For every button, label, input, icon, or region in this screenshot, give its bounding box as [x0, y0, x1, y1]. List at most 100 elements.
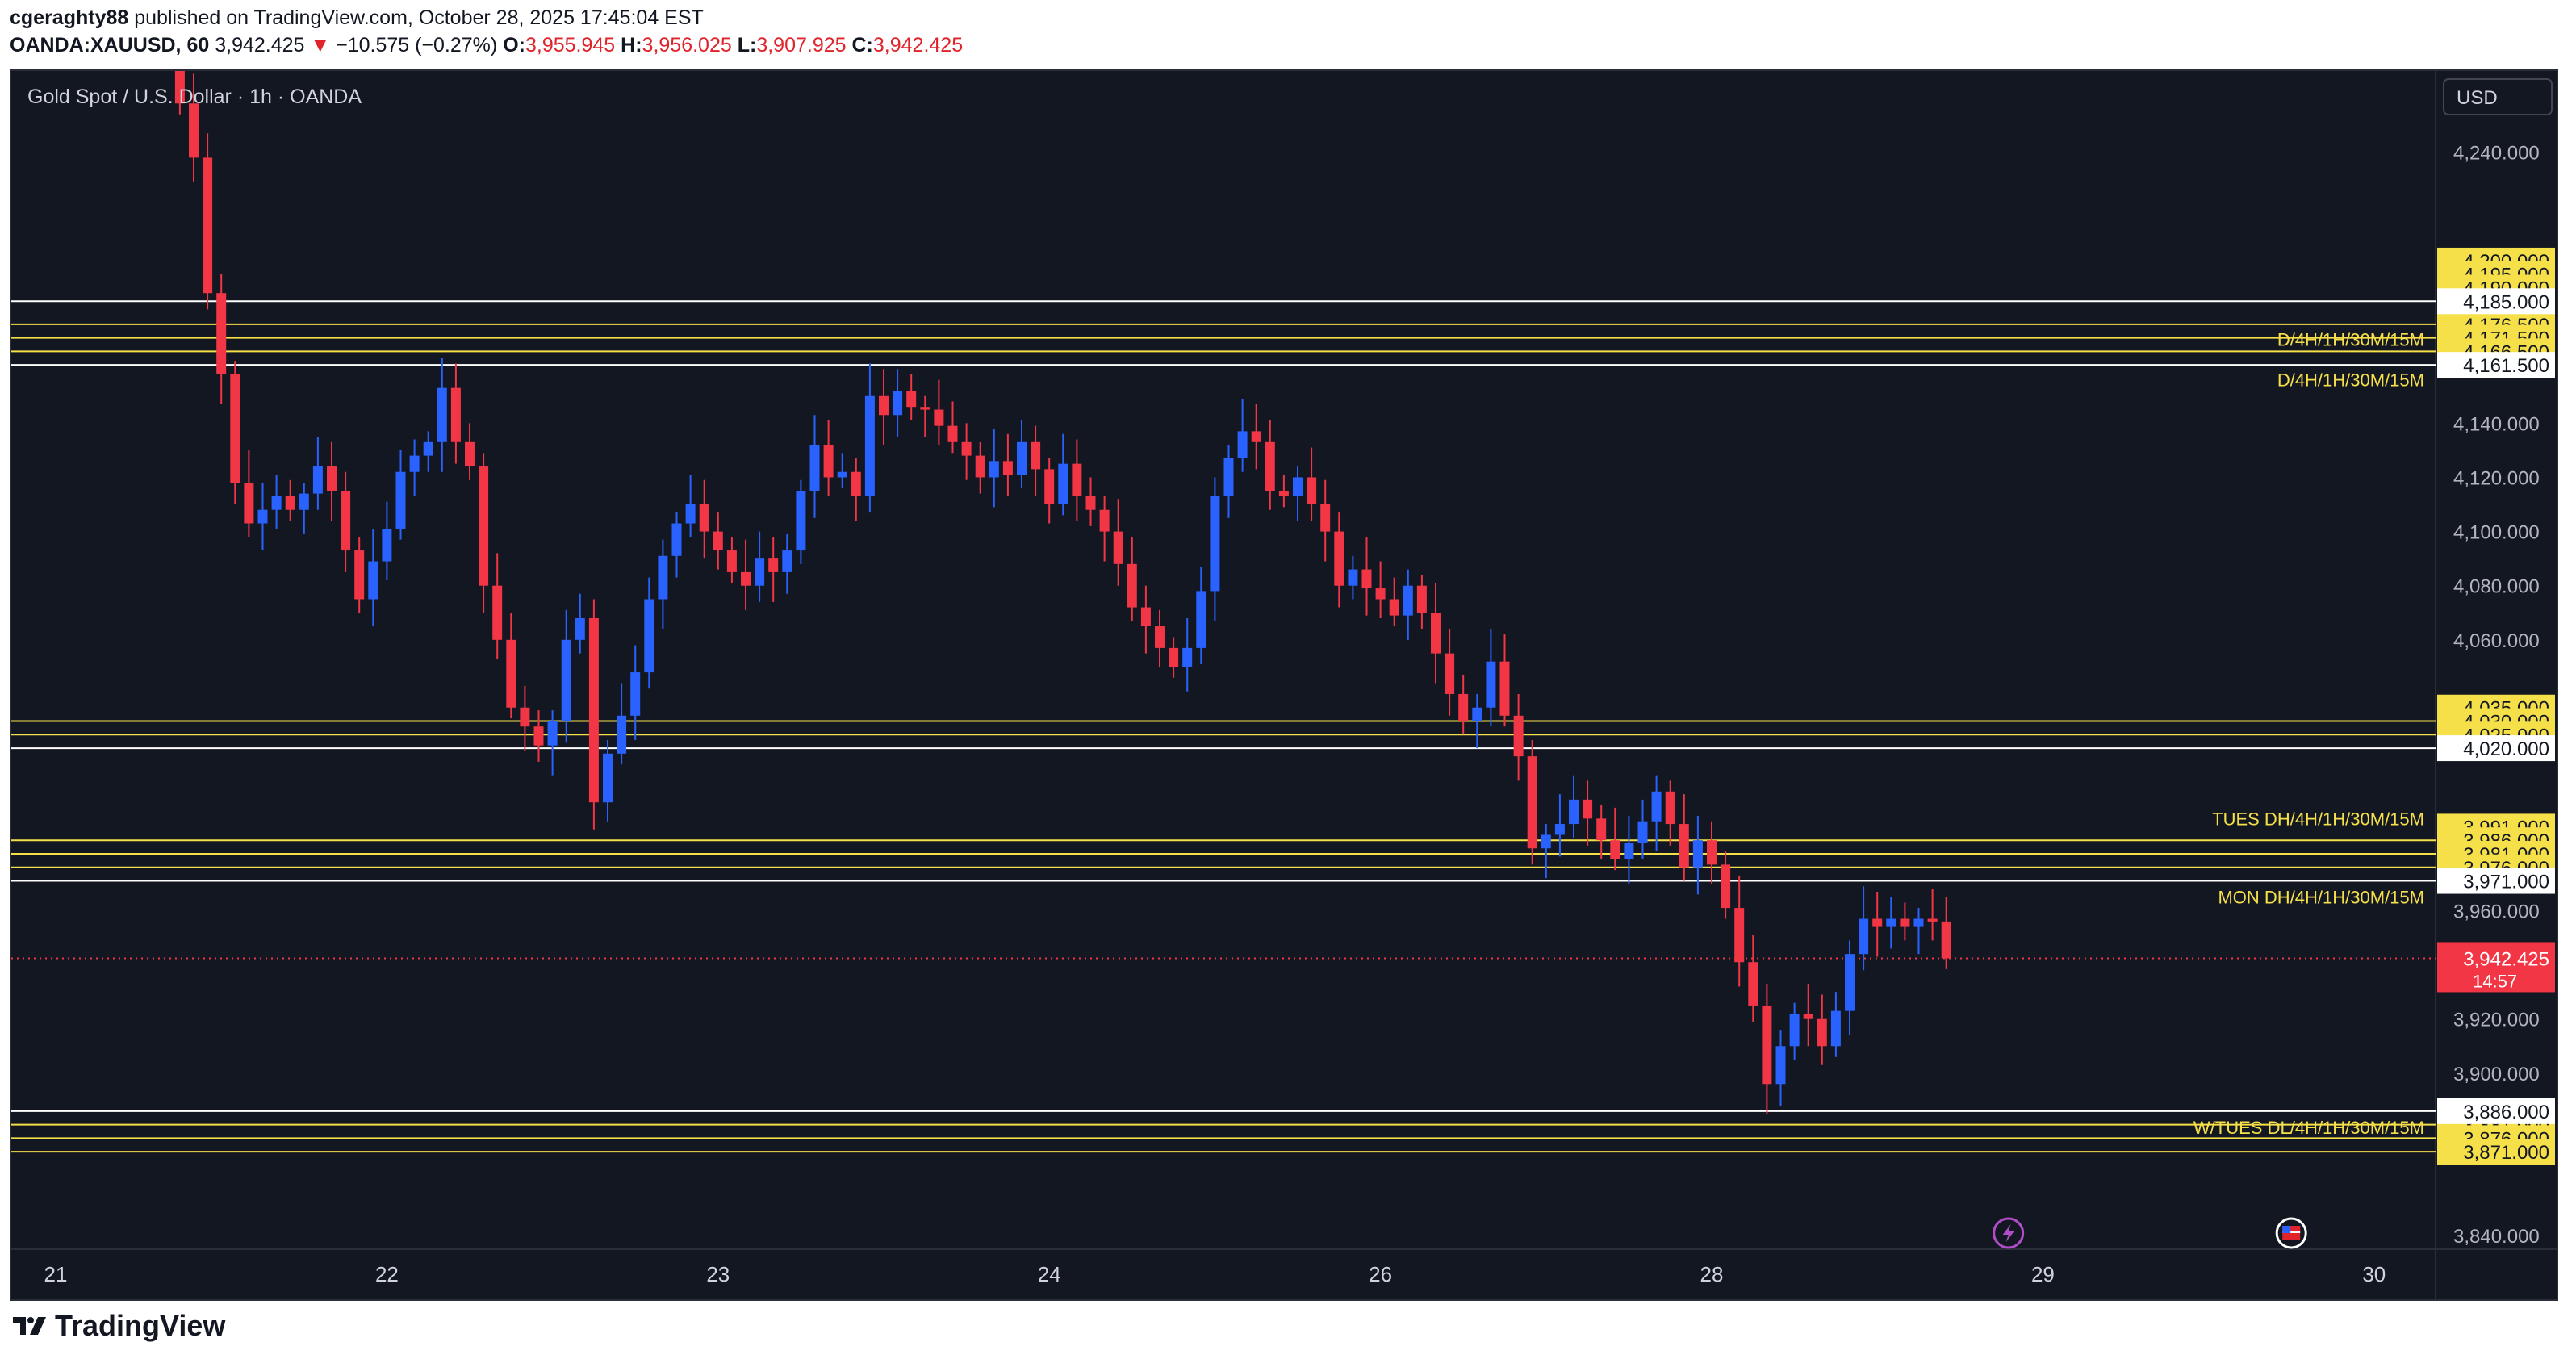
candle-up [1017, 441, 1027, 475]
header: cgeraghty88 published on TradingView.com… [0, 0, 2576, 69]
candle-down [1002, 461, 1013, 475]
candle-down [1169, 647, 1179, 667]
x-tick-label: 23 [706, 1262, 730, 1286]
chart-frame[interactable]: D/4H/1H/30M/15M D/4H/1H/30M/15M TUES DH/4H… [10, 69, 2558, 1301]
candle-up [837, 471, 847, 478]
close-value: 3,942.425 [872, 34, 964, 56]
y-tick-label: 4,140.000 [2453, 413, 2540, 435]
candle-down [174, 71, 185, 104]
candle-down [1707, 840, 1717, 865]
candle-down [1416, 585, 1427, 613]
candle-up [1348, 569, 1358, 586]
candle-up [603, 753, 613, 803]
candle-down [450, 387, 461, 442]
candle-up [1210, 496, 1220, 592]
candle-down [1679, 824, 1689, 868]
candle-up [1859, 918, 1869, 955]
candle-down [1721, 864, 1731, 909]
candle-up [1223, 458, 1234, 496]
x-tick-label: 29 [2031, 1262, 2055, 1286]
candle-up [658, 555, 668, 600]
flag-stripe [2282, 1231, 2301, 1233]
y-tick-label: 4,120.000 [2453, 467, 2540, 489]
candle-down [823, 445, 834, 478]
y-tick-label: 3,840.000 [2453, 1226, 2540, 1248]
candle-up [617, 715, 627, 754]
candle-down [741, 571, 751, 586]
high-value: 3,956.025 [642, 34, 732, 56]
candle-down [713, 531, 723, 551]
last-price-tag [2437, 942, 2555, 993]
candle-down [947, 425, 958, 442]
candle-up [782, 550, 792, 572]
candle-down [1610, 840, 1620, 859]
level-price-tag-white-box [2437, 1098, 2555, 1124]
tradingview-brand[interactable]: TradingView [11, 1309, 225, 1343]
low-value: 3,907.925 [756, 34, 847, 56]
candle-down [1748, 962, 1758, 1006]
candle-down [1583, 799, 1593, 819]
currency-button[interactable] [2443, 78, 2553, 115]
y-tick-label: 4,080.000 [2453, 576, 2540, 598]
candle-up [1541, 834, 1551, 849]
candle-down [1513, 715, 1524, 757]
open-label: O: [503, 34, 525, 56]
candle-up [312, 466, 323, 494]
candle-up [1913, 918, 1924, 927]
candle-up [864, 395, 875, 496]
price-chart[interactable]: D/4H/1H/30M/15M D/4H/1H/30M/15M TUES DH/4H… [11, 71, 2557, 1299]
candle-down [961, 441, 972, 456]
level-annotation: D/4H/1H/30M/15M [2277, 370, 2424, 391]
candle-down [189, 103, 199, 158]
open-value: 3,955.945 [525, 34, 616, 56]
x-tick-label: 28 [1700, 1262, 1724, 1286]
author-name[interactable]: cgeraghty88 [10, 6, 129, 29]
level-price-tag-white-box [2437, 352, 2555, 378]
x-tick-label: 26 [1369, 1262, 1392, 1286]
flag-canton [2282, 1226, 2291, 1233]
candle-down [327, 466, 337, 491]
candle-up [1692, 840, 1703, 868]
candle-up [644, 599, 654, 673]
candle-down [1927, 918, 1938, 922]
candle-up [630, 672, 641, 716]
candle-down [354, 550, 365, 600]
candle-up [271, 496, 282, 510]
candle-up [809, 445, 820, 491]
candle-up [1624, 843, 1634, 859]
level-price-tag-text: 3,871.000 [2463, 1142, 2549, 1164]
candle-down [1734, 908, 1745, 963]
candle-down [588, 617, 599, 803]
candle-up [575, 617, 585, 640]
candle-down [1803, 1014, 1813, 1019]
y-tick-label: 4,100.000 [2453, 522, 2540, 544]
candle-down [699, 504, 709, 532]
candle-down [244, 483, 254, 524]
x-tick-label: 21 [44, 1262, 68, 1286]
candle-down [934, 409, 944, 426]
candle-up [382, 529, 392, 562]
published-text: published on TradingView.com, October 28… [134, 6, 704, 29]
candle-down [1458, 693, 1469, 721]
level-price-tag-white-text: 4,020.000 [2463, 738, 2549, 760]
candle-up [1651, 791, 1662, 822]
candle-up [257, 509, 268, 524]
chart-title: Gold Spot / U.S. Dollar · 1h · OANDA [27, 86, 362, 108]
candle-down [341, 491, 351, 551]
candle-down [216, 293, 227, 374]
candle-down [506, 639, 516, 708]
candle-up [1845, 954, 1855, 1011]
candle-down [1251, 431, 1261, 442]
candle-down [1389, 599, 1399, 616]
candle-up [685, 504, 696, 524]
candle-down [1499, 661, 1510, 716]
candle-down [975, 455, 985, 478]
close-label: C: [851, 34, 873, 56]
y-tick-label: 3,900.000 [2453, 1064, 2540, 1085]
level-price-tag-white-box [2437, 868, 2555, 894]
level-price-tag-white-text: 4,185.000 [2463, 291, 2549, 313]
candle-down [1044, 469, 1055, 505]
candle-up [796, 491, 806, 551]
candle-up [437, 387, 447, 442]
candle-down [1278, 491, 1289, 496]
